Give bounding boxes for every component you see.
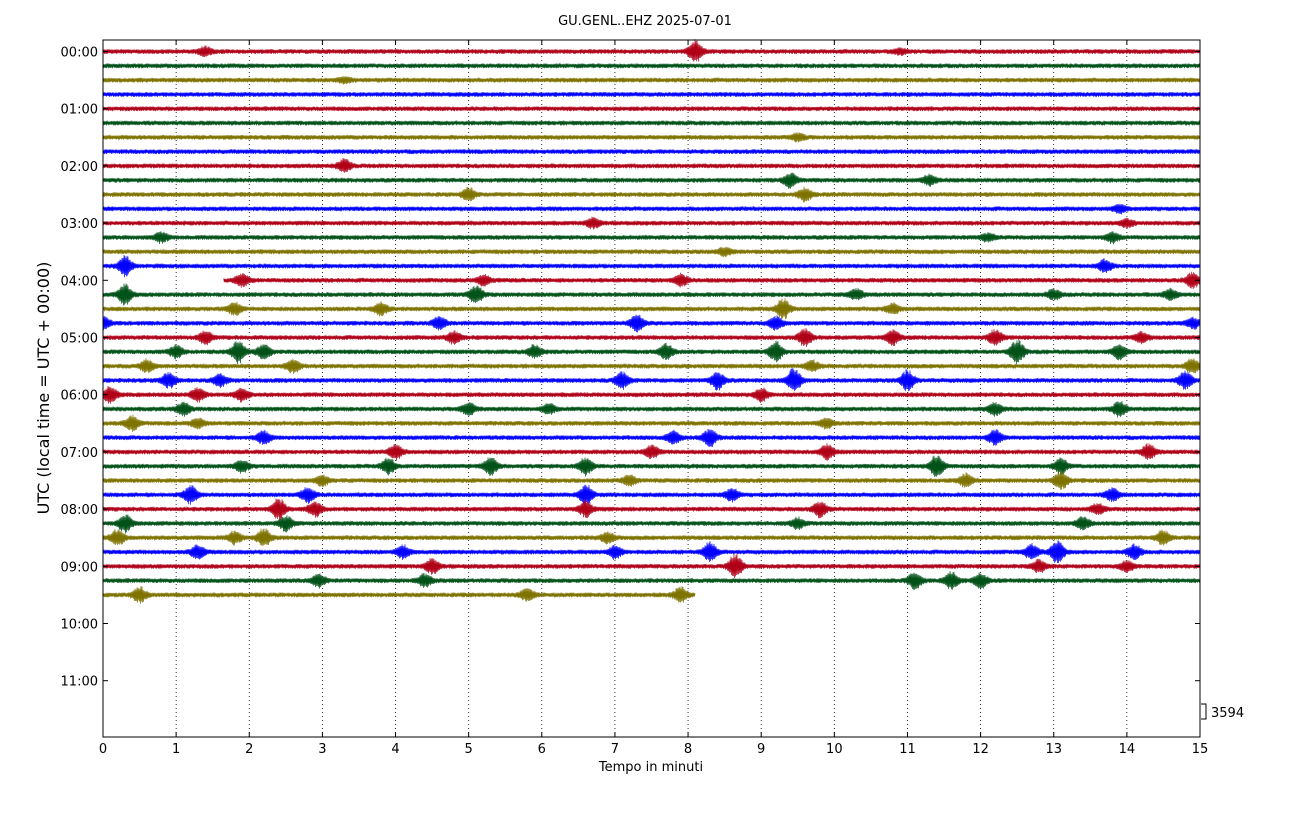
trace-line (102, 368, 1201, 392)
trace-line (102, 553, 1201, 579)
x-tick-label: 7 (611, 742, 619, 757)
y-tick-label: 11:00 (61, 675, 98, 690)
y-tick-label: 00:00 (61, 46, 98, 61)
x-tick-label: 9 (757, 742, 765, 757)
trace-line (102, 75, 1201, 85)
plot-frame (102, 39, 1201, 738)
y-tick-label: 02:00 (61, 160, 98, 175)
x-tick-label: 15 (1192, 742, 1209, 757)
trace-line (102, 469, 1201, 490)
trace-line (102, 157, 1201, 173)
scale-label: 3594 (1211, 706, 1244, 721)
trace-line (102, 327, 1201, 347)
trace-line (102, 314, 1201, 333)
x-tick-label: 5 (465, 742, 473, 757)
x-tick-label: 6 (538, 742, 546, 757)
trace-line (223, 271, 1201, 290)
trace-line (102, 401, 1201, 418)
x-axis: 0 1 2 3 4 5 6 7 8 9 10 11 12 13 14 15 (99, 40, 1208, 757)
x-axis-label: Tempo in minuti (598, 760, 703, 775)
trace-line (102, 570, 1201, 590)
trace-layer (102, 39, 1201, 604)
y-tick-label: 03:00 (61, 217, 98, 232)
trace-line (102, 120, 1201, 126)
trace-line (102, 283, 1201, 306)
x-tick-label: 11 (899, 742, 916, 757)
trace-line (102, 231, 1201, 245)
trace-line (102, 298, 1201, 320)
trace-line (102, 528, 1201, 546)
scale-bracket (1201, 703, 1207, 720)
y-tick-label: 06:00 (61, 389, 98, 404)
trace-line (102, 246, 1201, 258)
y-tick-label: 04:00 (61, 274, 98, 289)
x-tick-label: 3 (318, 742, 326, 757)
trace-line (102, 186, 1201, 203)
y-tick-label: 05:00 (61, 332, 98, 347)
x-grid (175, 40, 1128, 737)
y-axis-label: UTC (local time = UTC + 00:00) (34, 262, 53, 515)
trace-line (102, 539, 1201, 564)
y-tick-label: 09:00 (61, 560, 98, 575)
trace-line (102, 254, 1201, 278)
trace-line (102, 585, 696, 604)
trace-line (102, 203, 1201, 215)
trace-line (102, 455, 1201, 477)
chart-title: GU.GENL..EHZ 2025-07-01 (558, 14, 732, 29)
trace-line (102, 385, 1201, 404)
trace-line (102, 339, 1201, 365)
x-tick-label: 10 (826, 742, 843, 757)
trace-line (102, 132, 1201, 143)
x-tick-label: 13 (1045, 742, 1062, 757)
x-tick-label: 12 (972, 742, 989, 757)
x-tick-label: 14 (1119, 742, 1136, 757)
y-tick-label: 10:00 (61, 618, 98, 633)
trace-line (102, 358, 1201, 374)
trace-line (102, 216, 1201, 230)
trace-line (102, 63, 1201, 69)
trace-line (102, 91, 1201, 97)
amplitude-scale-bar: 3594 (1201, 703, 1244, 721)
trace-line (102, 443, 1201, 461)
x-tick-label: 2 (245, 742, 253, 757)
y-tick-label: 01:00 (61, 103, 98, 118)
x-tick-label: 1 (172, 742, 180, 757)
x-tick-label: 0 (99, 742, 107, 757)
trace-line (102, 498, 1201, 521)
x-tick-label: 8 (684, 742, 692, 757)
trace-line (102, 106, 1201, 112)
trace-line (102, 149, 1201, 155)
trace-line (102, 39, 1201, 62)
trace-line (102, 428, 1201, 447)
y-axis: 00:00 01:00 02:00 03:00 04:00 05:00 06:00 07:00… (61, 46, 1200, 690)
x-tick-label: 4 (391, 742, 399, 757)
trace-line (102, 514, 1201, 534)
trace-line (102, 172, 1201, 189)
y-tick-label: 08:00 (61, 503, 98, 518)
trace-line (102, 414, 1201, 432)
trace-line (102, 484, 1201, 506)
y-tick-label: 07:00 (61, 446, 98, 461)
